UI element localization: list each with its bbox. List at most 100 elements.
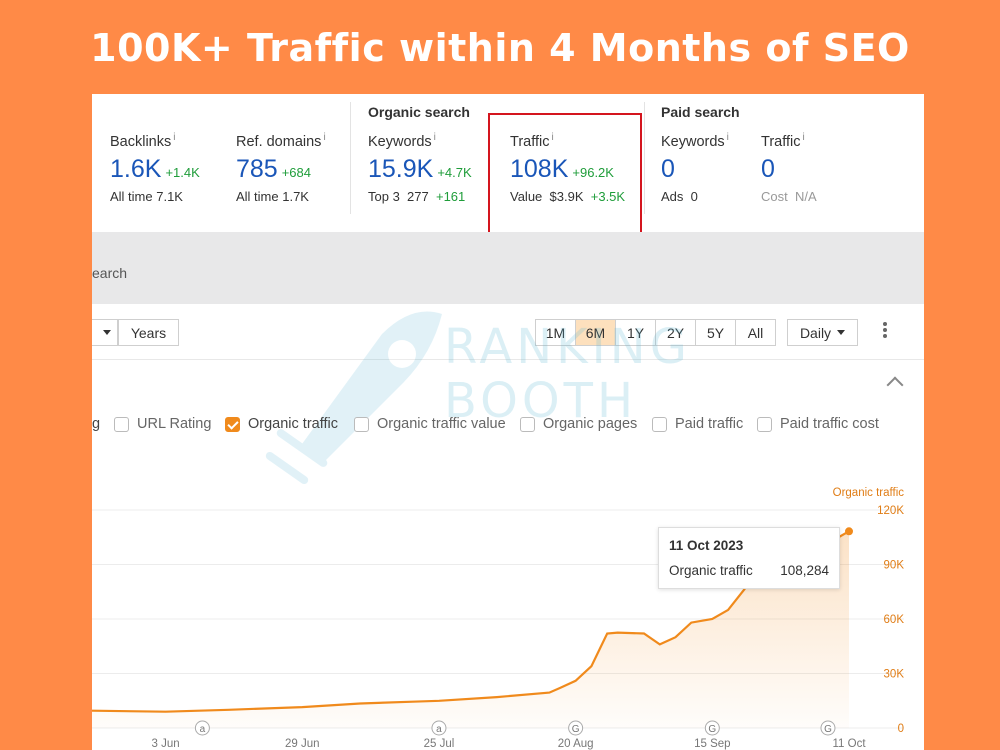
organic-traffic-area xyxy=(92,531,849,728)
organic-keywords-delta: +4.7K xyxy=(437,164,472,180)
traffic-highlight-box xyxy=(488,113,642,237)
organic-traffic-chart[interactable]: 120K 90K 60K 30K 0 3 Jun 29 Jun 25 Jul 20 Aug 15… xyxy=(92,474,924,750)
organic-traffic-delta: +96.2K xyxy=(572,164,614,180)
checkbox[interactable] xyxy=(757,416,772,432)
x-tick-label: 3 Jun xyxy=(152,738,180,750)
checkbox-checked[interactable] xyxy=(225,416,240,432)
period-dropdown[interactable] xyxy=(92,319,118,346)
organic-traffic-label: Traffic xyxy=(510,133,550,150)
x-tick-label: 20 Aug xyxy=(558,738,594,750)
metrics-bar: Backlinks i 1.6K +1.4K All time 7.1K Ref. … xyxy=(92,94,924,237)
ref-domains-value[interactable]: 785 xyxy=(236,154,278,183)
metric-legend: g URL Rating Organic traffic Organic tra… xyxy=(92,416,924,436)
range-1m-button[interactable]: 1M xyxy=(535,319,576,346)
years-button[interactable]: Years xyxy=(118,319,179,346)
x-tick-label: 11 Oct xyxy=(832,738,866,750)
checkbox[interactable] xyxy=(114,416,129,432)
traffic-value-label: Value xyxy=(510,188,543,204)
range-6m-button[interactable]: 6M xyxy=(575,319,616,346)
annotation-marker[interactable] xyxy=(194,720,210,736)
info-icon[interactable]: i xyxy=(323,132,326,143)
divider xyxy=(644,102,645,214)
legend-item-paid-traffic-cost[interactable]: Paid traffic cost xyxy=(757,416,879,432)
annotation-marker-label: G xyxy=(824,724,832,735)
interval-label: Daily xyxy=(799,324,832,341)
tooltip-date: 11 Oct 2023 xyxy=(669,538,744,553)
legend-item-organic-traffic-value[interactable]: Organic traffic value xyxy=(354,416,506,432)
info-icon[interactable]: i xyxy=(802,132,805,143)
info-icon[interactable]: i xyxy=(433,132,436,143)
legend-item-url-rating[interactable]: URL Rating xyxy=(114,416,211,432)
chart-toolbar: Years 1M 6M 1Y 2Y 5Y All Daily xyxy=(92,304,924,360)
annotation-marker-label: a xyxy=(200,724,206,735)
checkbox[interactable] xyxy=(520,416,535,432)
chevron-up-icon[interactable] xyxy=(886,376,904,394)
paid-keywords-label: Keywords xyxy=(661,133,725,150)
top3-delta: +161 xyxy=(435,188,466,204)
tooltip-label: Organic traffic xyxy=(669,563,753,578)
backlinks-delta: +1.4K xyxy=(165,164,200,180)
legend-item-organic-pages[interactable]: Organic pages xyxy=(520,416,637,432)
search-bar-area: earch xyxy=(92,232,924,304)
y-tick-label: 0 xyxy=(898,723,904,735)
more-options-icon[interactable] xyxy=(883,322,887,340)
paid-search-title: Paid search xyxy=(661,104,740,120)
ads-label: Ads xyxy=(661,188,684,204)
organic-traffic-value[interactable]: 108K xyxy=(510,154,569,183)
paid-traffic-value[interactable]: 0 xyxy=(761,154,775,183)
legend-item-truncated[interactable]: g xyxy=(92,416,101,432)
organic-keywords-value[interactable]: 15.9K xyxy=(368,154,434,183)
traffic-value-delta: +3.5K xyxy=(590,188,626,204)
annotation-marker[interactable] xyxy=(704,720,720,736)
info-icon[interactable]: i xyxy=(726,132,729,143)
y-tick-label: 90K xyxy=(884,560,905,572)
y-tick-label: 120K xyxy=(877,505,904,517)
divider xyxy=(350,102,351,214)
paid-keywords-value[interactable]: 0 xyxy=(661,154,675,183)
annotation-marker[interactable] xyxy=(568,720,584,736)
metric-organic-keywords[interactable]: Keywords i 15.9K +4.7K Top 3 277 +161 xyxy=(368,132,472,204)
checkbox[interactable] xyxy=(354,416,369,432)
data-point[interactable] xyxy=(845,527,853,536)
traffic-value-amount: $3.9K xyxy=(549,188,584,204)
annotation-marker[interactable] xyxy=(431,720,447,736)
ref-domains-alltime: All time 1.7K xyxy=(236,188,309,204)
legend-item-organic-traffic[interactable]: Organic traffic xyxy=(225,416,338,432)
y-tick-label: 30K xyxy=(884,669,905,681)
metric-paid-keywords[interactable]: Keywords i 0 Ads 0 xyxy=(661,132,729,204)
range-all-button[interactable]: All xyxy=(735,319,776,346)
y-tick-label: 60K xyxy=(884,614,905,626)
page-headline: 100K+ Traffic within 4 Months of SEO xyxy=(90,26,910,70)
annotation-marker-label: G xyxy=(572,724,580,735)
chart-tooltip: 11 Oct 2023 Organic traffic 108,284 xyxy=(658,527,840,589)
cost-label: Cost xyxy=(761,188,788,204)
info-icon[interactable]: i xyxy=(173,132,176,143)
organic-search-title: Organic search xyxy=(368,104,470,120)
legend-item-paid-traffic[interactable]: Paid traffic xyxy=(652,416,743,432)
range-2y-button[interactable]: 2Y xyxy=(655,319,696,346)
chevron-down-icon xyxy=(837,330,846,335)
metric-organic-traffic[interactable]: Traffic i 108K +96.2K Value $3.9K +3.5K xyxy=(510,132,625,204)
range-5y-button[interactable]: 5Y xyxy=(695,319,736,346)
organic-keywords-label: Keywords xyxy=(368,133,432,150)
series-label: Organic traffic xyxy=(833,487,905,499)
backlinks-value[interactable]: 1.6K xyxy=(110,154,162,183)
annotation-marker-label: G xyxy=(708,724,716,735)
backlinks-alltime: All time 7.1K xyxy=(110,188,183,204)
top3-value[interactable]: 277 xyxy=(407,188,429,204)
top3-label: Top 3 xyxy=(368,188,400,204)
metric-paid-traffic[interactable]: Traffic i 0 Cost N/A xyxy=(761,132,817,204)
range-1y-button[interactable]: 1Y xyxy=(615,319,656,346)
x-tick-label: 25 Jul xyxy=(424,738,455,750)
dashboard-panel: Backlinks i 1.6K +1.4K All time 7.1K Ref. … xyxy=(92,94,924,750)
search-label-truncated: earch xyxy=(92,265,128,281)
annotation-marker[interactable] xyxy=(820,720,836,736)
info-icon[interactable]: i xyxy=(551,132,554,143)
interval-dropdown[interactable]: Daily xyxy=(787,319,858,346)
metric-ref-domains[interactable]: Ref. domains i 785 +684 All time 1.7K xyxy=(236,132,326,204)
backlinks-label: Backlinks xyxy=(110,133,172,150)
x-tick-label: 29 Jun xyxy=(285,738,320,750)
ads-value: 0 xyxy=(690,188,698,204)
metric-backlinks[interactable]: Backlinks i 1.6K +1.4K All time 7.1K xyxy=(110,132,200,204)
checkbox[interactable] xyxy=(652,416,667,432)
